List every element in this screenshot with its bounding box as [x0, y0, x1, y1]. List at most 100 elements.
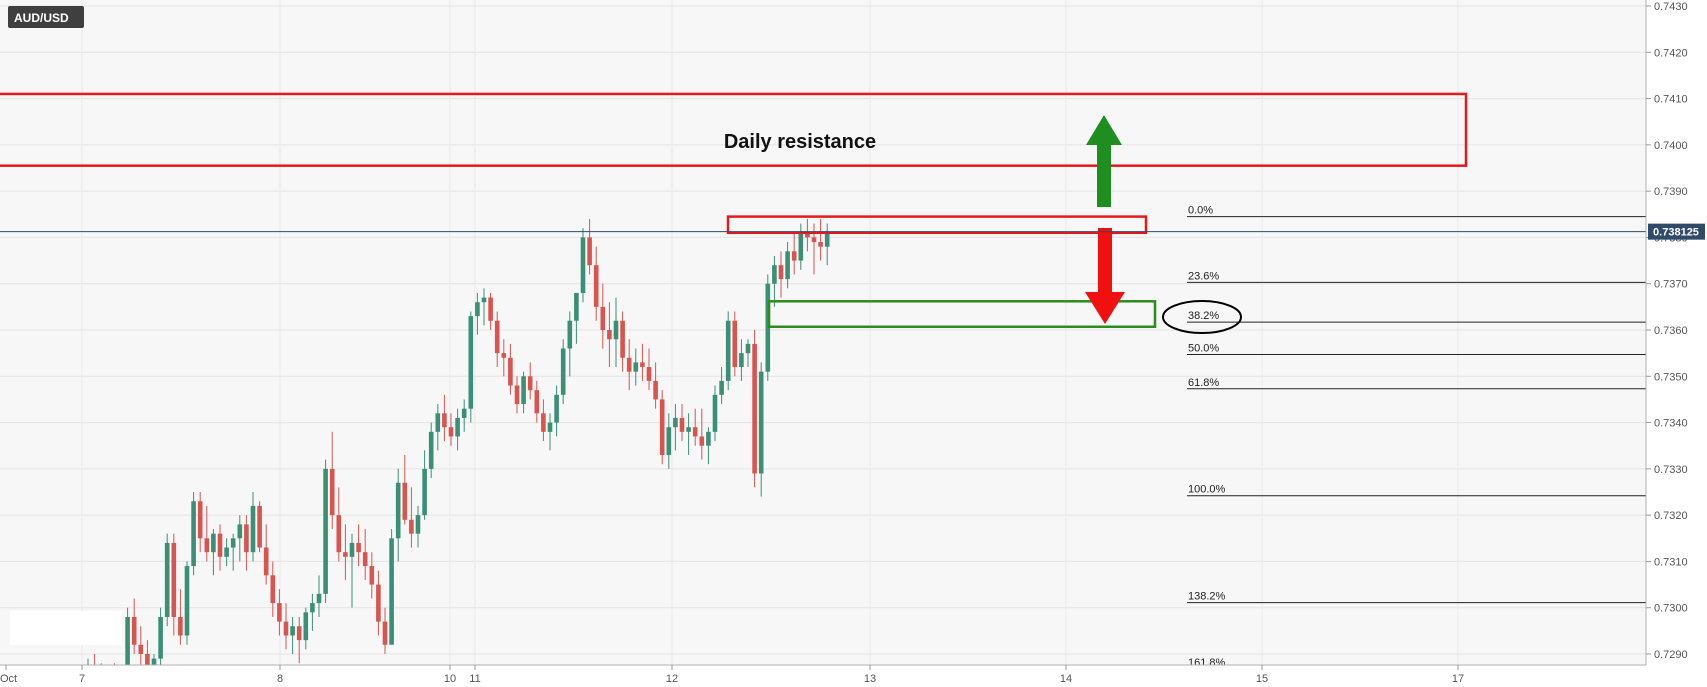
candle-body	[343, 552, 348, 557]
candle-body	[178, 616, 183, 636]
candle-body	[686, 427, 691, 432]
down-arrow-shaft	[1098, 228, 1112, 293]
x-tick-label: 14	[1060, 673, 1072, 685]
y-tick-label: 0.7400	[1654, 140, 1688, 152]
candle-body	[547, 422, 553, 432]
candle-body	[356, 542, 361, 553]
candle-body	[712, 394, 718, 432]
candle-body	[461, 408, 467, 418]
candle-body	[514, 385, 520, 405]
candle-body	[263, 547, 269, 576]
candle-body	[824, 232, 830, 247]
y-tick-label: 0.7330	[1654, 464, 1688, 476]
candle-body	[593, 265, 599, 307]
x-axis-ticks: Oct 7 8 10 11 12 13 14 15 17	[0, 665, 1464, 685]
red-down-arrow	[1085, 228, 1125, 324]
current-price-badge: 0.738125	[1648, 223, 1705, 240]
candle-body	[752, 343, 757, 474]
candle-body	[534, 390, 540, 414]
candle-body	[633, 362, 639, 372]
candle-body	[673, 417, 678, 428]
y-tick-label: 0.7350	[1654, 371, 1688, 383]
candle-body	[270, 575, 276, 604]
x-tick-label: 17	[1452, 673, 1464, 685]
candle-body	[376, 584, 381, 622]
candle-body	[125, 616, 130, 673]
candle-body	[428, 431, 434, 469]
candle-body	[745, 343, 751, 354]
candle-body	[145, 654, 150, 673]
candle-body	[725, 320, 731, 381]
x-tick-label: 11	[469, 673, 480, 685]
candle-body	[402, 482, 408, 520]
x-tick-label: 12	[666, 673, 678, 685]
candle-body	[277, 603, 282, 622]
candle-body	[191, 501, 196, 567]
candle-body	[468, 316, 474, 409]
candle-body	[580, 237, 586, 293]
candle-body	[230, 538, 236, 548]
y-tick-label: 0.7430	[1654, 1, 1688, 13]
candle-body	[237, 524, 243, 539]
y-tick-label: 0.7300	[1654, 603, 1688, 615]
candle-body	[607, 330, 612, 340]
candle-body	[197, 501, 203, 539]
candle-body	[699, 436, 705, 446]
candle-body	[290, 626, 295, 636]
candle-body	[369, 566, 375, 585]
candle-body	[283, 621, 289, 636]
candle-body	[692, 427, 698, 437]
candle-body	[613, 320, 619, 340]
y-tick-label: 0.7310	[1654, 556, 1688, 568]
candle-body	[554, 394, 559, 423]
candle-body	[250, 505, 256, 553]
candle-body	[785, 251, 790, 280]
candle-body	[798, 232, 804, 261]
down-arrow-head	[1085, 292, 1125, 324]
candle-body	[224, 547, 229, 557]
candle-body	[560, 348, 566, 395]
candle-body	[211, 533, 216, 553]
y-tick-label: 0.7320	[1654, 510, 1688, 522]
axis-background	[1646, 0, 1707, 687]
zones	[0, 92, 1468, 329]
y-tick-label: 0.7360	[1654, 325, 1688, 337]
candle-body	[164, 542, 170, 617]
x-axis-background	[0, 665, 1646, 687]
candle-body	[204, 538, 210, 553]
y-axis-ticks: 0.7290 0.7300 0.7310 0.7320 0.7330 0.7340 0.73…	[1646, 1, 1688, 661]
daily-resistance-label: Daily resistance	[724, 131, 876, 153]
y-tick-label: 0.7340	[1654, 418, 1688, 430]
fib-level-label: 0.0%	[1188, 205, 1213, 217]
x-tick-label: 10	[444, 673, 456, 685]
candle-body	[138, 644, 144, 654]
candle-body	[791, 251, 797, 261]
candle-body	[244, 524, 249, 553]
fib-level-label: 38.2%	[1188, 310, 1219, 322]
candle-body	[541, 413, 546, 432]
candle-body	[646, 367, 652, 381]
y-tick-label: 0.7290	[1654, 649, 1688, 661]
price-badge-background	[1648, 223, 1705, 240]
candle-body	[488, 297, 493, 321]
candle-body	[739, 353, 744, 368]
candle-body	[508, 357, 513, 386]
candle-body	[732, 320, 738, 368]
candle-body	[527, 376, 533, 391]
candle-body	[303, 612, 309, 641]
y-tick-label: 0.7410	[1654, 94, 1688, 106]
candle-body	[772, 265, 777, 284]
fib-level-label: 23.6%	[1188, 270, 1219, 282]
x-tick-label: 15	[1256, 673, 1268, 685]
candle-body	[349, 542, 355, 557]
symbol-tag-background	[8, 6, 84, 28]
y-tick-label: 0.7390	[1654, 186, 1688, 198]
zone-support-38	[767, 300, 1157, 329]
candle-body	[640, 362, 645, 368]
candle-body	[805, 232, 810, 238]
x-tick-label: 8	[277, 673, 283, 685]
candle-body	[323, 468, 328, 594]
x-tick-label: 13	[864, 673, 876, 685]
candle-body	[706, 431, 711, 446]
up-arrow-head	[1086, 115, 1122, 145]
